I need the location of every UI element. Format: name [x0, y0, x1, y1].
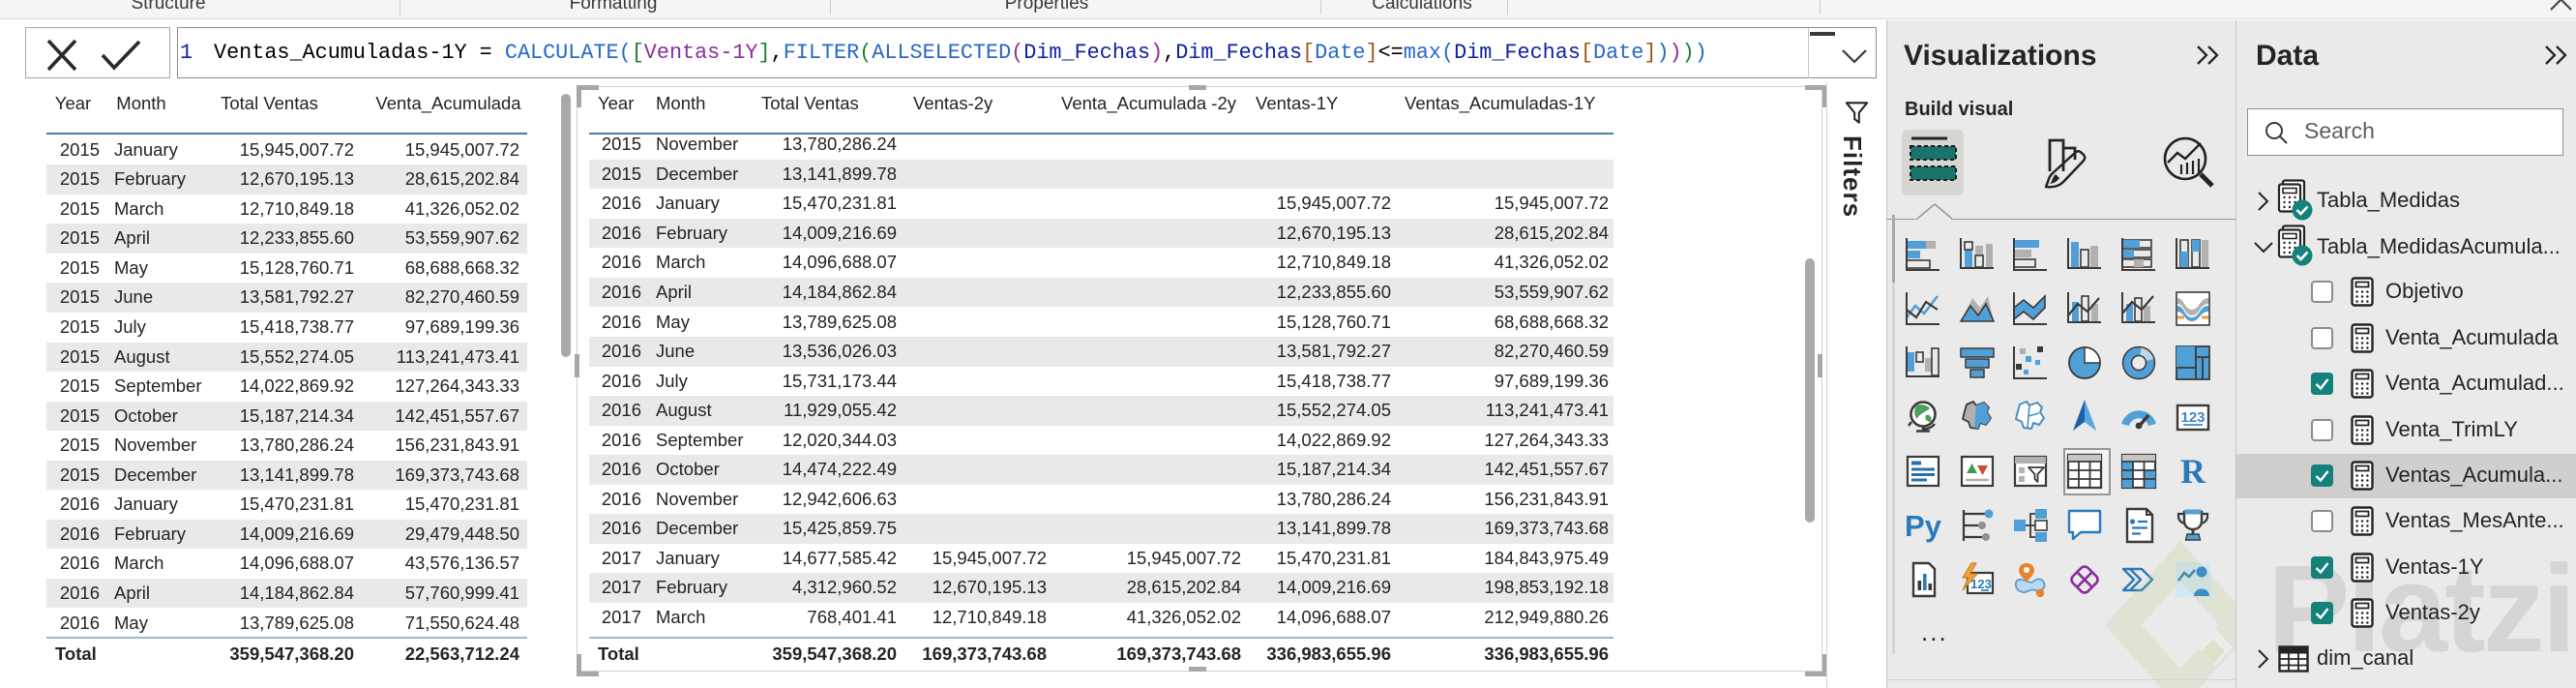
- svg-text:123: 123: [1970, 577, 1992, 591]
- svg-text:123: 123: [2180, 409, 2205, 426]
- svg-text:Py: Py: [1905, 509, 1941, 543]
- svg-text:R: R: [2180, 453, 2206, 490]
